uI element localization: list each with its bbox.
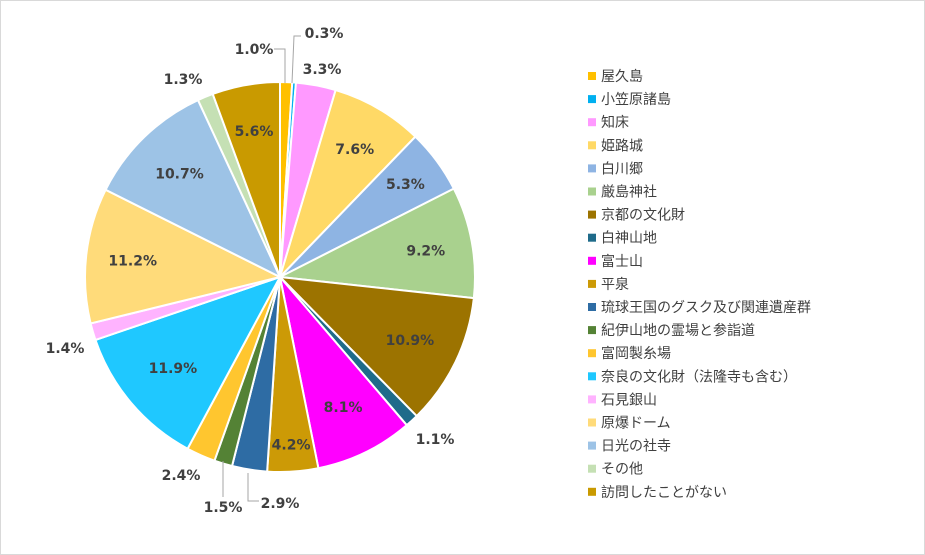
pie-slice <box>104 98 283 280</box>
data-label: 1.1% <box>416 432 455 448</box>
legend-label: 厳島神社 <box>601 185 657 201</box>
data-label: 10.7% <box>155 167 204 183</box>
legend-swatch <box>588 464 596 473</box>
pie-slice <box>276 187 476 300</box>
leader-lines <box>222 35 301 502</box>
legend-label: 白神山地 <box>601 231 657 247</box>
data-label: 8.1% <box>324 400 363 416</box>
data-label: 0.3% <box>305 26 344 42</box>
legend-swatch <box>588 372 596 381</box>
pie-slice <box>211 80 281 278</box>
legend-swatch <box>588 118 596 127</box>
legend-label: 京都の文化財 <box>601 208 685 224</box>
pie-slice <box>278 273 409 470</box>
data-label: 3.3% <box>303 62 342 78</box>
legend-swatch <box>588 487 596 496</box>
data-label: 7.6% <box>335 142 374 158</box>
legend-swatch <box>588 210 596 219</box>
legend-label: 白川郷 <box>601 161 643 177</box>
pie-slices <box>84 80 476 473</box>
legend-label: 富士山 <box>601 253 643 270</box>
data-label: 9.2% <box>406 243 445 259</box>
legend-swatch <box>588 326 596 335</box>
legend-swatch <box>588 256 596 265</box>
legend-label: 小笠原諸島 <box>601 92 671 108</box>
legend-label: その他 <box>601 462 643 478</box>
legend-label: 原爆ドーム <box>601 416 671 432</box>
pie-slice <box>94 275 283 451</box>
legend-label: 琉球王国のグスク及び関連遺産群 <box>601 300 811 316</box>
data-label: 1.0% <box>235 42 274 58</box>
pie-slice <box>84 188 283 325</box>
pie-slice <box>279 88 417 278</box>
legend-label: 日光の社寺 <box>601 439 671 455</box>
legend-label: 奈良の文化財（法隆寺も含む） <box>601 369 797 385</box>
legend-swatch <box>588 72 596 80</box>
leader-line <box>274 48 286 83</box>
legend-label: 紀伊山地の霊場と参詣道 <box>601 322 755 339</box>
data-label: 1.4% <box>46 341 85 357</box>
legend-swatch <box>588 303 596 311</box>
pie-slice <box>277 275 475 418</box>
legend-swatch <box>588 95 596 104</box>
legend-label: 富岡製糸場 <box>601 345 671 362</box>
legend-label: 屋久島 <box>601 69 643 85</box>
legend-label: 知床 <box>601 114 629 131</box>
legend-swatch <box>588 233 596 242</box>
legend-swatch <box>588 349 596 358</box>
legend-label: 石見銀山 <box>601 392 657 408</box>
legend: 屋久島小笠原諸島知床姫路城白川郷厳島神社京都の文化財白神山地富士山平泉琉球王国の… <box>588 69 811 501</box>
legend-swatch <box>588 141 596 150</box>
data-label: 1.5% <box>204 500 243 516</box>
legend-label: 平泉 <box>601 276 629 293</box>
data-label: 2.9% <box>261 496 300 512</box>
legend-label: 姫路城 <box>601 138 643 154</box>
data-label: 5.6% <box>235 124 274 140</box>
legend-swatch <box>588 395 596 404</box>
data-label: 11.9% <box>149 361 198 377</box>
legend-swatch <box>588 187 596 196</box>
legend-swatch <box>588 279 596 288</box>
leader-line <box>291 35 301 84</box>
legend-label: 訪問したことがない <box>601 485 727 501</box>
leader-line <box>247 473 259 502</box>
data-label: 2.4% <box>162 468 201 484</box>
legend-swatch <box>588 164 596 173</box>
legend-swatch <box>588 441 596 450</box>
data-labels: 1.0% 0.3% 3.3% 7.6% 5.3% 9.2% 10.9% 1.1% 8.1% 4.2… <box>46 26 455 516</box>
data-label: 1.3% <box>164 72 203 88</box>
data-label: 4.2% <box>272 437 311 453</box>
data-label: 5.3% <box>386 177 425 193</box>
data-label: 10.9% <box>386 333 435 349</box>
data-label: 11.2% <box>108 254 157 270</box>
legend-swatch <box>588 418 596 427</box>
